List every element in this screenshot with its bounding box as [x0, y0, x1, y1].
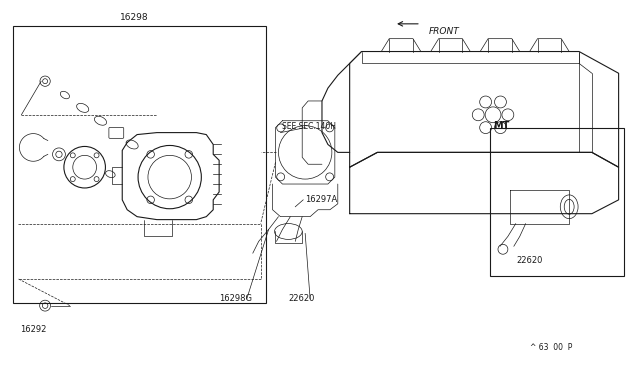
- Text: 16298G: 16298G: [219, 294, 252, 303]
- Bar: [490, 128, 623, 276]
- Text: 16292: 16292: [20, 326, 47, 334]
- Text: 22620: 22620: [516, 256, 543, 265]
- Bar: [13, 26, 266, 303]
- Text: SEE SEC.140H: SEE SEC.140H: [282, 122, 337, 131]
- Text: 16297A: 16297A: [305, 195, 337, 204]
- Text: 16298: 16298: [120, 13, 148, 22]
- Text: MT: MT: [493, 121, 509, 131]
- Text: FRONT: FRONT: [429, 27, 460, 36]
- Text: 22620: 22620: [289, 294, 315, 303]
- Text: ^ 63  00  P: ^ 63 00 P: [530, 343, 572, 352]
